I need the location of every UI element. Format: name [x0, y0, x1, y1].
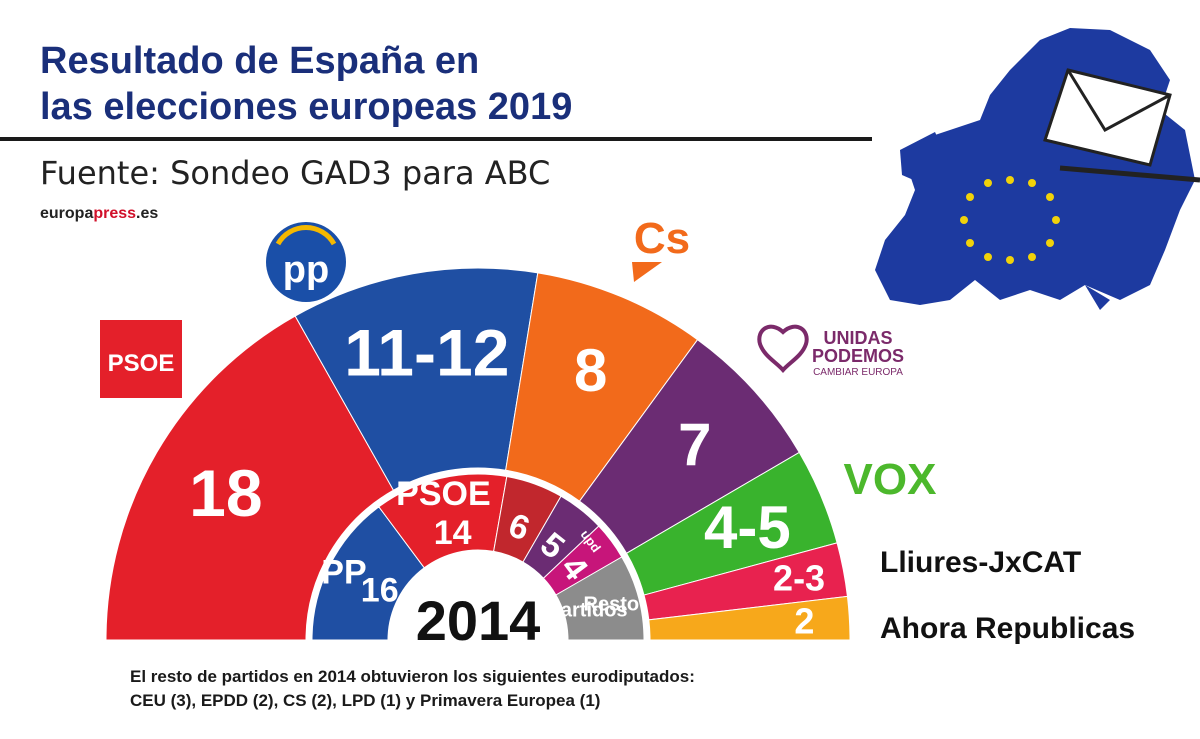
cs-logo-text: Cs — [634, 214, 690, 263]
eu-stars — [960, 176, 1060, 264]
inner-name-psoe: PSOE — [396, 475, 490, 513]
outer-label-lliures-jxcat: 2-3 — [773, 557, 825, 598]
up-logo-line3: CAMBIAR EUROPA — [813, 367, 903, 378]
brand-credit: europapress.es — [40, 205, 158, 223]
cs-logo: Cs — [632, 214, 690, 282]
outer-segment-pp — [294, 267, 539, 491]
outer-segment-ahora-republicas — [648, 595, 851, 641]
inner-label2-resto-partidos: partidos — [549, 599, 628, 621]
footnote-line-1: El resto de partidos en 2014 obtuvieron … — [130, 667, 695, 686]
source-line: Fuente: Sondeo GAD3 para ABC — [40, 154, 551, 192]
footnote: El resto de partidos en 2014 obtuvieron … — [130, 665, 695, 713]
center-year-2014: 2014 — [416, 589, 541, 652]
psoe-logo-text: PSOE — [108, 350, 175, 377]
outer-label-ahora-republicas: 2 — [794, 600, 814, 641]
pp-logo-text: pp — [283, 249, 329, 291]
outer-label-cs: 8 — [574, 337, 607, 404]
unidas-podemos-logo: UNIDAS PODEMOS CAMBIAR EUROPA — [757, 324, 904, 378]
inner-label-psoe: 14 — [434, 514, 472, 552]
title-line-1: Resultado de España en — [40, 40, 480, 82]
outer-label-unidas-podemos: 7 — [678, 411, 711, 478]
inner-segment-resto-partidos — [555, 556, 645, 641]
ballot-envelope-icon — [1043, 68, 1200, 183]
up-logo-line1: UNIDAS — [823, 328, 892, 348]
brand-part-3: .es — [136, 205, 159, 222]
outer-ring-2019: 18 11-12 8 7 4-52-32 — [105, 267, 851, 641]
brand-part-2: press — [93, 205, 137, 222]
footnote-line-2: CEU (3), EPDD (2), CS (2), LPD (1) y Pri… — [130, 691, 601, 710]
eu-map-icon — [875, 28, 1200, 310]
outer-label-vox: 4-5 — [704, 494, 791, 561]
title-divider — [0, 137, 872, 141]
inner-name-pp: PP — [321, 554, 366, 592]
pp-logo: pp — [266, 222, 346, 302]
vox-logo: VOX — [844, 455, 937, 504]
outer-label-psoe: 18 — [189, 456, 262, 530]
label-lliures-jxcat: Lliures-JxCAT — [880, 546, 1082, 579]
outer-segment-psoe — [105, 315, 395, 641]
psoe-logo: PSOE — [100, 320, 182, 398]
up-logo-line2: PODEMOS — [812, 346, 904, 366]
inner-label-pp: 16 — [361, 572, 399, 610]
label-ahora-republicas: Ahora Republicas — [880, 612, 1136, 645]
brand-part-1: europa — [40, 205, 94, 222]
title-line-2: las elecciones europeas 2019 — [40, 86, 573, 128]
inner-label-resto-partidos: Resto — [584, 593, 640, 615]
outer-label-pp: 11-12 — [344, 316, 509, 390]
